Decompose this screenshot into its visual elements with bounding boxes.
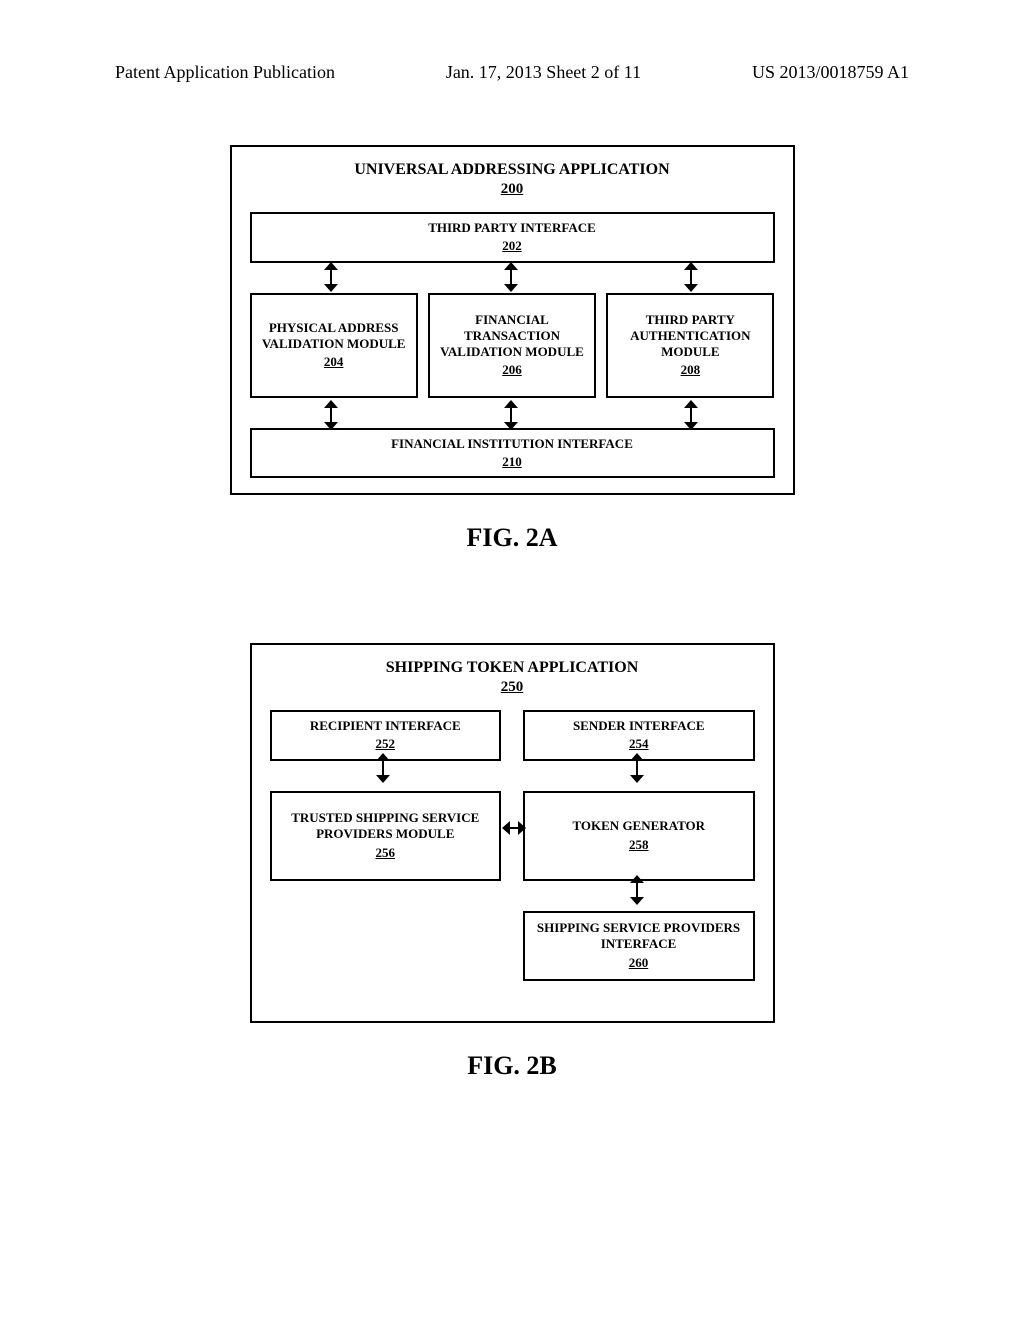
pav-label: PHYSICAL ADDRESS VALIDATION MODULE [260,320,408,353]
sspi-ref: 260 [533,955,745,971]
ri-ref: 252 [280,736,492,752]
physical-address-validation-box: PHYSICAL ADDRESS VALIDATION MODULE 204 [250,293,418,398]
ri-label: RECIPIENT INTERFACE [310,718,461,733]
si-label: SENDER INTERFACE [573,718,705,733]
tpa-ref: 208 [616,362,764,378]
arrow-ri-tssp [376,753,390,783]
fii-ref: 210 [260,454,765,470]
fig-a-ref: 200 [250,181,775,198]
arrow-tpi-pav [324,262,338,292]
tssp-label: TRUSTED SHIPPING SERVICE PROVIDERS MODUL… [280,810,492,843]
arrow-tpa-fii [684,400,698,430]
page-header: Patent Application Publication Jan. 17, … [115,62,909,83]
header-left: Patent Application Publication [115,62,335,83]
figure-2b-title: SHIPPING TOKEN APPLICATION 250 [270,659,755,696]
figure-2b-caption: FIG. 2B [100,1051,924,1081]
header-right: US 2013/0018759 A1 [752,62,909,83]
ftv-label: FINANCIAL TRANSACTION VALIDATION MODULE [438,312,586,361]
figure-2b-middle-row: TRUSTED SHIPPING SERVICE PROVIDERS MODUL… [270,791,755,881]
financial-institution-interface-box: FINANCIAL INSTITUTION INTERFACE 210 [250,428,775,479]
arrow-pav-fii [324,400,338,430]
arrow-tg-sspi [630,875,644,905]
tg-ref: 258 [533,837,745,853]
header-middle: Jan. 17, 2013 Sheet 2 of 11 [446,62,641,83]
fii-label: FINANCIAL INSTITUTION INTERFACE [391,436,633,451]
tpi-label: THIRD PARTY INTERFACE [428,220,596,235]
figure-2a-caption: FIG. 2A [100,523,924,553]
arrow-si-tg [630,753,644,783]
token-generator-box: TOKEN GENERATOR 258 [523,791,755,881]
arrow-tssp-tg [502,821,526,835]
arrow-tpi-tpa [684,262,698,292]
figure-2b-bottom-row: SHIPPING SERVICE PROVIDERS INTERFACE 260 [270,911,755,981]
trusted-shipping-providers-box: TRUSTED SHIPPING SERVICE PROVIDERS MODUL… [270,791,502,881]
tpi-ref: 202 [260,238,765,254]
fig-a-title-text: UNIVERSAL ADDRESSING APPLICATION [354,161,669,178]
arrow-ftv-fii [504,400,518,430]
figure-2b-top-row: RECIPIENT INTERFACE 252 SENDER INTERFACE… [270,710,755,761]
si-ref: 254 [533,736,745,752]
fig-b-title-text: SHIPPING TOKEN APPLICATION [386,659,639,676]
figure-2b-container: SHIPPING TOKEN APPLICATION 250 RECIPIENT… [250,643,775,1023]
tg-label: TOKEN GENERATOR [533,818,745,834]
arrow-tpi-ftv [504,262,518,292]
financial-transaction-validation-box: FINANCIAL TRANSACTION VALIDATION MODULE … [428,293,596,398]
shipping-service-providers-interface-box: SHIPPING SERVICE PROVIDERS INTERFACE 260 [523,911,755,981]
figure-2a-title: UNIVERSAL ADDRESSING APPLICATION 200 [250,161,775,198]
third-party-interface-box: THIRD PARTY INTERFACE 202 [250,212,775,263]
page-content: UNIVERSAL ADDRESSING APPLICATION 200 THI… [100,95,924,1195]
tssp-ref: 256 [280,845,492,861]
sspi-label: SHIPPING SERVICE PROVIDERS INTERFACE [533,920,745,953]
pav-ref: 204 [260,354,408,370]
figure-2a-middle-row: PHYSICAL ADDRESS VALIDATION MODULE 204 F… [250,293,775,398]
ftv-ref: 206 [438,362,586,378]
fig-b-ref: 250 [270,679,755,696]
tpa-label: THIRD PARTY AUTHENTICATION MODULE [616,312,764,361]
figure-2a-container: UNIVERSAL ADDRESSING APPLICATION 200 THI… [230,145,795,495]
third-party-authentication-box: THIRD PARTY AUTHENTICATION MODULE 208 [606,293,774,398]
